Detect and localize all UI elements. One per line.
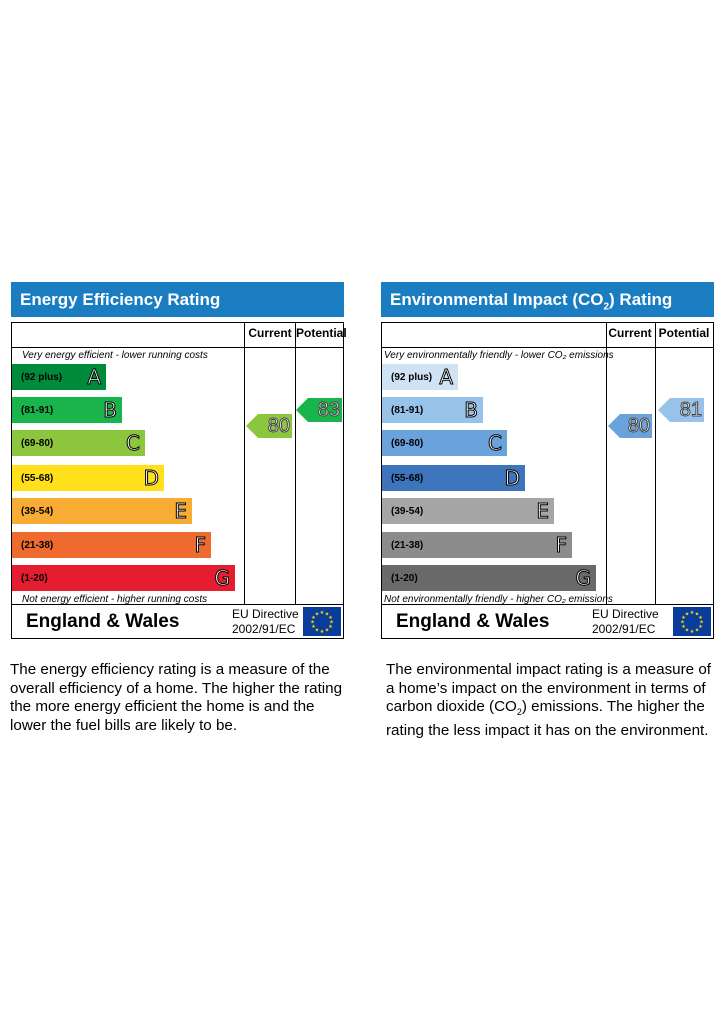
current-column <box>244 323 296 604</box>
svg-text:★: ★ <box>310 620 315 626</box>
svg-text:★: ★ <box>698 624 703 630</box>
potential-header: Potential <box>296 326 347 340</box>
svg-text:★: ★ <box>680 620 685 626</box>
region-label: England & Wales <box>26 611 180 632</box>
svg-text:★: ★ <box>690 629 695 635</box>
band-b: (81-91) B <box>12 397 122 423</box>
band-c: (69-80) C <box>382 430 507 456</box>
eu-flag-icon: ★ ★ ★ ★ ★ ★ ★ ★ ★ ★ ★ ★ <box>673 607 711 636</box>
energy-chart: Current Potential Very energy efficient … <box>11 322 347 605</box>
band-d: (55-68) D <box>12 465 164 491</box>
environment-footer: England & Wales EU Directive 2002/91/EC … <box>381 604 714 639</box>
current-rating-arrow: 80 <box>608 414 652 438</box>
eu-directive: EU Directive 2002/91/EC <box>592 607 659 636</box>
band-f: (21-38) F <box>12 532 211 558</box>
bottom-note: Not environmentally friendly - higher CO… <box>384 594 613 605</box>
bottom-note: Not energy efficient - higher running co… <box>22 594 208 605</box>
current-column <box>606 323 656 604</box>
band-a: (92 plus) A <box>382 364 458 390</box>
band-f: (21-38) F <box>382 532 572 558</box>
current-arrow-shape <box>608 414 652 438</box>
potential-arrow-shape <box>296 398 342 422</box>
svg-text:★: ★ <box>690 610 695 616</box>
eu-flag-icon: ★ ★ ★ ★ ★ ★ ★ ★ ★ ★ ★ ★ <box>303 607 341 636</box>
environment-title: Environmental Impact (CO2) Rating <box>381 282 714 317</box>
potential-arrow-shape <box>658 398 704 422</box>
svg-text:★: ★ <box>325 612 330 618</box>
region-label: England & Wales <box>396 611 550 632</box>
top-note: Very energy efficient - lower running co… <box>22 350 208 361</box>
eu-directive: EU Directive 2002/91/EC <box>232 607 299 636</box>
svg-text:★: ★ <box>315 612 320 618</box>
svg-text:★: ★ <box>329 620 334 626</box>
band-e: (39-54) E <box>12 498 192 524</box>
energy-efficiency-panel: Energy Efficiency Rating Current Potenti… <box>11 282 347 639</box>
svg-text:★: ★ <box>311 624 316 630</box>
environment-description: The environmental impact rating is a mea… <box>386 661 711 739</box>
potential-rating-arrow: 83 <box>296 398 342 422</box>
svg-text:★: ★ <box>685 612 690 618</box>
energy-footer: England & Wales EU Directive 2002/91/EC … <box>11 604 344 639</box>
svg-text:★: ★ <box>685 628 690 634</box>
svg-text:★: ★ <box>315 628 320 634</box>
band-g: (1-20) G <box>12 565 235 591</box>
svg-text:★: ★ <box>328 624 333 630</box>
svg-text:★: ★ <box>320 610 325 616</box>
energy-title: Energy Efficiency Rating <box>11 282 344 317</box>
top-note: Very environmentally friendly - lower CO… <box>384 350 614 361</box>
current-rating-arrow: 80 <box>246 414 292 438</box>
band-g: (1-20) G <box>382 565 596 591</box>
band-d: (55-68) D <box>382 465 525 491</box>
band-b: (81-91) B <box>382 397 483 423</box>
energy-description: The energy efficiency rating is a measur… <box>10 661 343 734</box>
potential-header: Potential <box>658 326 710 340</box>
band-c: (69-80) C <box>12 430 145 456</box>
environmental-impact-panel: Environmental Impact (CO2) Rating Curren… <box>381 282 714 639</box>
svg-text:★: ★ <box>681 624 686 630</box>
environment-chart: Current Potential Very environmentally f… <box>381 322 714 605</box>
potential-rating-arrow: 81 <box>658 398 704 422</box>
svg-text:★: ★ <box>328 615 333 621</box>
svg-text:★: ★ <box>325 628 330 634</box>
svg-text:★: ★ <box>320 629 325 635</box>
current-header: Current <box>608 326 652 340</box>
band-a: (92 plus) A <box>12 364 106 390</box>
svg-text:★: ★ <box>311 615 316 621</box>
current-header: Current <box>248 326 292 340</box>
band-e: (39-54) E <box>382 498 554 524</box>
svg-text:★: ★ <box>695 628 700 634</box>
current-arrow-shape <box>246 414 292 438</box>
svg-text:★: ★ <box>695 612 700 618</box>
svg-text:★: ★ <box>699 620 704 626</box>
svg-text:★: ★ <box>698 615 703 621</box>
svg-text:★: ★ <box>681 615 686 621</box>
